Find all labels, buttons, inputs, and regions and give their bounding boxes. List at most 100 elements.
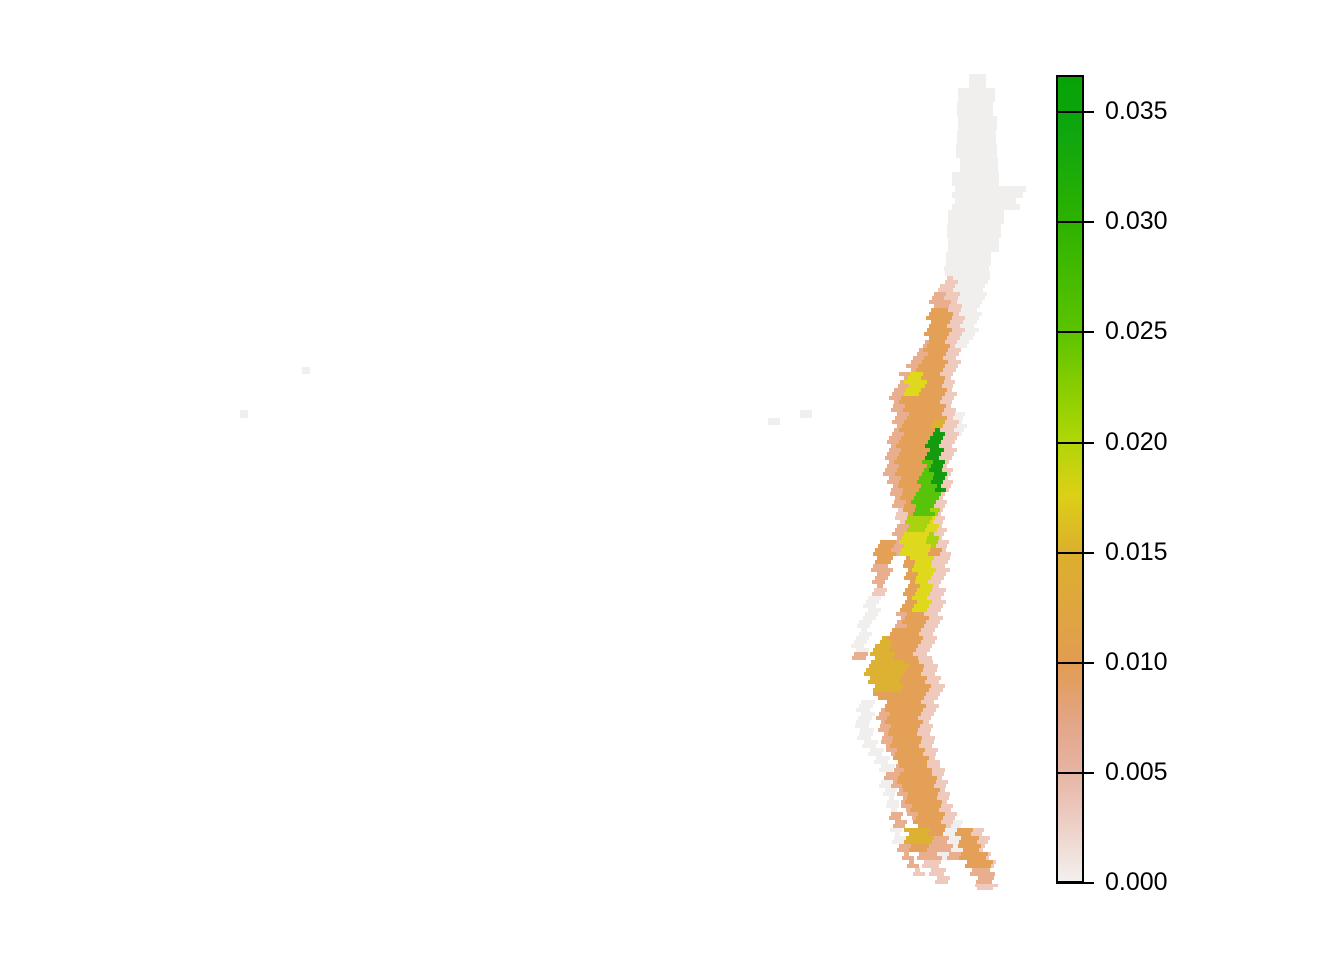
- raster-cell-run: [909, 384, 925, 388]
- raster-cell-run: [960, 158, 998, 165]
- raster-cell-run: [899, 452, 927, 456]
- raster-cell-run: [969, 74, 986, 81]
- raster-cell-run: [875, 548, 891, 552]
- raster-cell-run: [924, 612, 938, 616]
- raster-cell-run: [871, 568, 893, 572]
- raster-cell-run: [905, 404, 946, 408]
- raster-cell-run: [927, 596, 941, 600]
- raster-cell-run: [911, 844, 929, 848]
- raster-cell-run: [927, 524, 939, 528]
- raster-cell-run: [904, 560, 915, 564]
- raster-cell-run: [890, 632, 919, 636]
- raster-cell-run: [907, 796, 937, 800]
- raster-cell-run: [904, 852, 909, 856]
- raster-cell-run: [936, 500, 947, 504]
- raster-cell-run: [946, 292, 960, 296]
- raster-cell-run: [878, 728, 889, 732]
- raster-cell-run: [955, 412, 965, 416]
- raster-cell-run: [923, 636, 937, 640]
- raster-cell-run: [947, 472, 951, 476]
- raster-cell-run: [905, 600, 917, 604]
- raster-cell-run: [898, 384, 909, 388]
- raster-cell-run: [923, 348, 948, 352]
- raster-cell-run: [911, 360, 922, 364]
- raster-cell-run: [912, 816, 916, 820]
- raster-cell-run: [940, 284, 955, 288]
- raster-cell-run: [916, 648, 930, 652]
- raster-cell-run: [948, 245, 999, 252]
- raster-cell-run: [897, 792, 908, 796]
- raster-cell-run: [944, 266, 989, 271]
- legend-tick-label: 0.000: [1105, 867, 1168, 896]
- raster-cell-run: [988, 852, 991, 856]
- raster-cell-run: [943, 368, 956, 372]
- raster-cell-run: [904, 768, 932, 772]
- raster-cell-run: [891, 408, 903, 412]
- raster-cell-run: [938, 792, 950, 796]
- raster-cell-run: [893, 736, 922, 740]
- raster-cell-run: [919, 476, 933, 480]
- raster-cell-run: [928, 580, 941, 584]
- raster-cell-run: [886, 772, 900, 776]
- raster-cell-run: [909, 848, 927, 852]
- legend-tick-label: 0.015: [1105, 537, 1168, 566]
- raster-cell-run: [945, 432, 959, 436]
- raster-cell-run: [927, 608, 941, 612]
- raster-cell-run: [947, 324, 960, 328]
- raster-cell-run: [962, 304, 980, 308]
- raster-cell-run: [871, 660, 904, 664]
- raster-cell-run: [941, 484, 951, 488]
- raster-cell-run: [901, 804, 912, 808]
- raster-cell-run: [923, 720, 929, 724]
- raster-cell-run: [953, 312, 959, 316]
- raster-cell-run: [934, 472, 947, 476]
- raster-cell-run: [945, 476, 948, 480]
- raster-cell-run: [899, 480, 917, 484]
- raster-cell-run: [891, 808, 897, 812]
- raster-cell-run: [940, 428, 954, 432]
- raster-cell-run: [934, 292, 946, 296]
- raster-cell-run: [961, 308, 977, 312]
- legend-tick-mark: [1056, 221, 1094, 223]
- raster-cell-run: [904, 840, 932, 844]
- raster-cell-run: [905, 616, 929, 620]
- legend-tick-label: 0.005: [1105, 757, 1168, 786]
- raster-cell-run: [904, 828, 930, 832]
- raster-cell-run: [868, 608, 881, 612]
- raster-cell-run: [933, 432, 945, 436]
- raster-cell-run: [958, 280, 988, 284]
- raster-cell-run: [904, 544, 931, 548]
- raster-cell-run: [875, 644, 891, 648]
- raster-cell-run: [924, 356, 943, 360]
- raster-cell-run: [920, 724, 933, 728]
- raster-cell-run: [866, 600, 879, 604]
- legend-tick-mark: [1056, 552, 1094, 554]
- raster-cell-run: [936, 780, 948, 784]
- raster-cell-run: [915, 592, 930, 596]
- raster-cell-run: [979, 848, 983, 852]
- raster-cell-run: [960, 324, 974, 328]
- raster-cell-run: [922, 472, 934, 476]
- raster-cell-run: [885, 456, 897, 460]
- raster-cell-run: [906, 808, 910, 812]
- raster-cell-run: [894, 400, 899, 404]
- raster-cell-run: [942, 800, 947, 804]
- raster-cell-run: [861, 712, 875, 716]
- raster-cell-run: [859, 704, 873, 708]
- raster-cell-run: [941, 820, 953, 824]
- raster-cell-run: [910, 808, 939, 812]
- raster-cell-run: [931, 564, 945, 568]
- raster-cell-run: [955, 198, 1016, 204]
- raster-cell-run: [941, 492, 945, 496]
- raster-cell-run: [932, 840, 947, 844]
- raster-cell-run: [904, 504, 916, 508]
- raster-cell-run: [939, 444, 952, 448]
- raster-cell-run: [978, 876, 994, 880]
- raster-cell-run: [930, 592, 944, 596]
- raster-cell-run: [933, 420, 945, 424]
- raster-cell-run: [944, 448, 957, 452]
- raster-cell-run: [921, 700, 934, 704]
- raster-cell-run: [873, 688, 901, 692]
- raster-cell-run: [924, 664, 938, 668]
- raster-cell-run: [909, 664, 924, 668]
